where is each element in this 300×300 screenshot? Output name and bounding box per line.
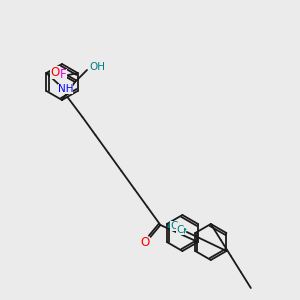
Text: O: O: [141, 236, 150, 250]
Text: C: C: [176, 225, 184, 235]
Text: NH: NH: [58, 84, 73, 94]
Text: OH: OH: [89, 62, 105, 72]
Text: C: C: [170, 221, 178, 231]
Text: F: F: [60, 68, 67, 82]
Text: O: O: [50, 65, 60, 79]
